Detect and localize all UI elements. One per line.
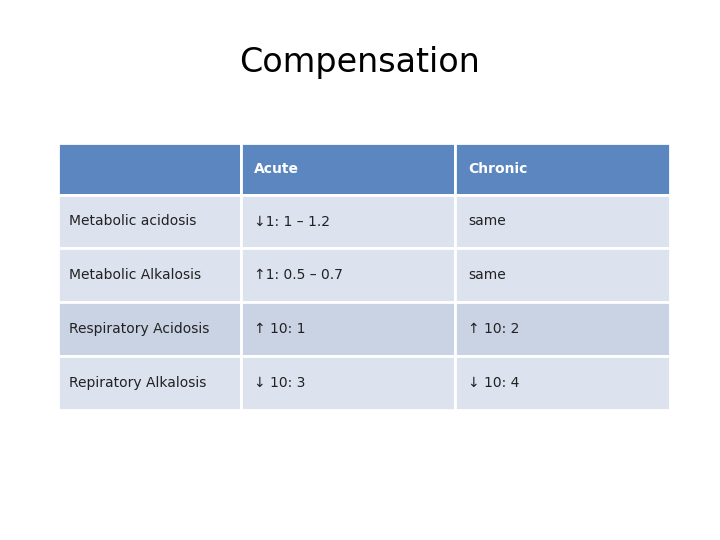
Text: Respiratory Acidosis: Respiratory Acidosis bbox=[68, 322, 209, 336]
Text: Chronic: Chronic bbox=[468, 162, 528, 176]
Text: ↑1: 0.5 – 0.7: ↑1: 0.5 – 0.7 bbox=[254, 268, 343, 282]
Text: ↓ 10: 3: ↓ 10: 3 bbox=[254, 376, 305, 390]
Text: ↑ 10: 1: ↑ 10: 1 bbox=[254, 322, 305, 336]
Text: Metabolic Alkalosis: Metabolic Alkalosis bbox=[68, 268, 201, 282]
Text: ↓1: 1 – 1.2: ↓1: 1 – 1.2 bbox=[254, 214, 330, 228]
Text: Compensation: Compensation bbox=[240, 45, 480, 79]
Text: same: same bbox=[468, 214, 506, 228]
Text: Metabolic acidosis: Metabolic acidosis bbox=[68, 214, 196, 228]
Text: same: same bbox=[468, 268, 506, 282]
Text: ↑ 10: 2: ↑ 10: 2 bbox=[468, 322, 520, 336]
Text: Acute: Acute bbox=[254, 162, 299, 176]
Text: Repiratory Alkalosis: Repiratory Alkalosis bbox=[68, 376, 206, 390]
Text: ↓ 10: 4: ↓ 10: 4 bbox=[468, 376, 520, 390]
